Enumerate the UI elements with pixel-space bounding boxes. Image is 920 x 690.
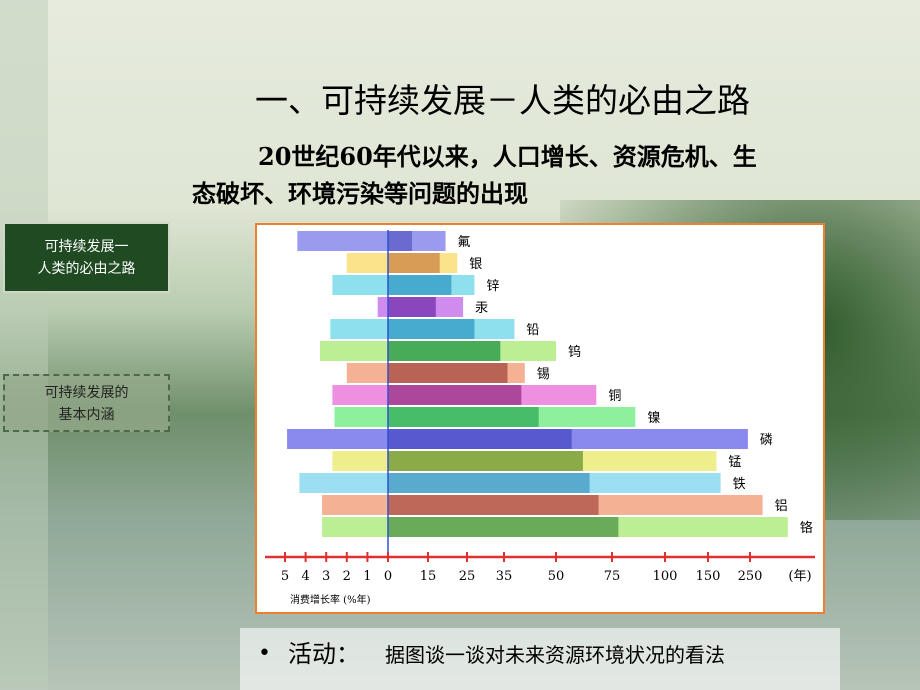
- bullet-panel: [240, 628, 840, 690]
- years-dark-bar: [388, 407, 539, 427]
- growth-bar: [332, 385, 388, 405]
- tick-label: 1: [363, 569, 371, 584]
- nav-text: 可持续发展一: [44, 239, 129, 255]
- category-label: 铜: [608, 389, 621, 404]
- category-label: 汞: [475, 301, 488, 316]
- axis-unit: (年): [788, 569, 811, 584]
- growth-bar: [332, 451, 388, 471]
- tick-label: 25: [459, 569, 476, 584]
- axis-label: 消费增长率 (%年): [290, 593, 371, 606]
- growth-bar: [346, 363, 388, 383]
- growth-bar: [299, 473, 388, 493]
- nav-item[interactable]: 可持续发展一 人类的必由之路: [3, 222, 170, 293]
- category-label: 锰: [728, 455, 741, 470]
- tick-label: 250: [738, 569, 763, 584]
- tick-label: 100: [653, 569, 678, 584]
- left-strip: [0, 0, 48, 690]
- nav-item[interactable]: 可持续发展的 基本内涵: [3, 374, 170, 432]
- tick-label: 2: [343, 569, 351, 584]
- category-label: 锡: [537, 367, 550, 382]
- tick-label: 3: [322, 569, 330, 584]
- tick-label: 75: [604, 569, 621, 584]
- growth-bar: [377, 297, 388, 317]
- years-dark-bar: [388, 429, 572, 449]
- growth-bar: [322, 517, 388, 537]
- years-dark-bar: [388, 495, 599, 515]
- growth-bar: [297, 231, 388, 251]
- growth-bar: [287, 429, 388, 449]
- nav-text: 基本内涵: [58, 407, 115, 423]
- category-label: 磷: [760, 433, 773, 448]
- years-dark-bar: [388, 385, 522, 405]
- tick-label: 150: [696, 569, 721, 584]
- category-label: 铁: [733, 477, 746, 492]
- years-dark-bar: [388, 473, 590, 493]
- years-dark-bar: [388, 363, 508, 383]
- growth-bar: [346, 253, 388, 273]
- growth-bar: [332, 275, 388, 295]
- nav-text: 人类的必由之路: [37, 261, 136, 277]
- growth-bar: [320, 341, 388, 361]
- growth-bar: [334, 407, 388, 427]
- tick-label: 35: [496, 569, 513, 584]
- tick-label: 4: [301, 569, 309, 584]
- years-dark-bar: [388, 451, 583, 471]
- nav-text: 可持续发展的: [44, 385, 129, 401]
- category-label: 镍: [647, 411, 660, 426]
- growth-bar: [322, 495, 388, 515]
- tick-label: 50: [548, 569, 565, 584]
- years-dark-bar: [388, 275, 452, 295]
- years-dark-bar: [388, 341, 501, 361]
- years-dark-bar: [388, 517, 619, 537]
- subtitle: 20世纪60年代以来，人口增长、资源危机、生: [258, 142, 757, 171]
- activity-label: 活动：: [288, 640, 360, 668]
- title: 一、可持续发展－人类的必由之路: [255, 81, 750, 120]
- subtitle: 态破坏、环境污染等问题的出现: [192, 179, 528, 208]
- bullet: •: [258, 641, 271, 666]
- category-label: 铬: [800, 520, 813, 536]
- tick-label: 5: [281, 569, 289, 584]
- category-label: 钨: [568, 344, 581, 360]
- category-label: 氟: [458, 235, 471, 250]
- activity-text: 据图谈一谈对未来资源环境状况的看法: [385, 643, 725, 667]
- tick-label: 15: [420, 569, 437, 584]
- years-dark-bar: [388, 253, 440, 273]
- category-label: 铅: [526, 323, 539, 338]
- category-label: 铝: [775, 499, 788, 514]
- category-label: 锌: [486, 279, 499, 294]
- category-label: 银: [469, 257, 482, 272]
- years-dark-bar: [388, 319, 475, 339]
- growth-bar: [330, 319, 388, 339]
- years-dark-bar: [388, 297, 436, 317]
- years-dark-bar: [388, 231, 412, 251]
- tick-label: 0: [384, 569, 392, 584]
